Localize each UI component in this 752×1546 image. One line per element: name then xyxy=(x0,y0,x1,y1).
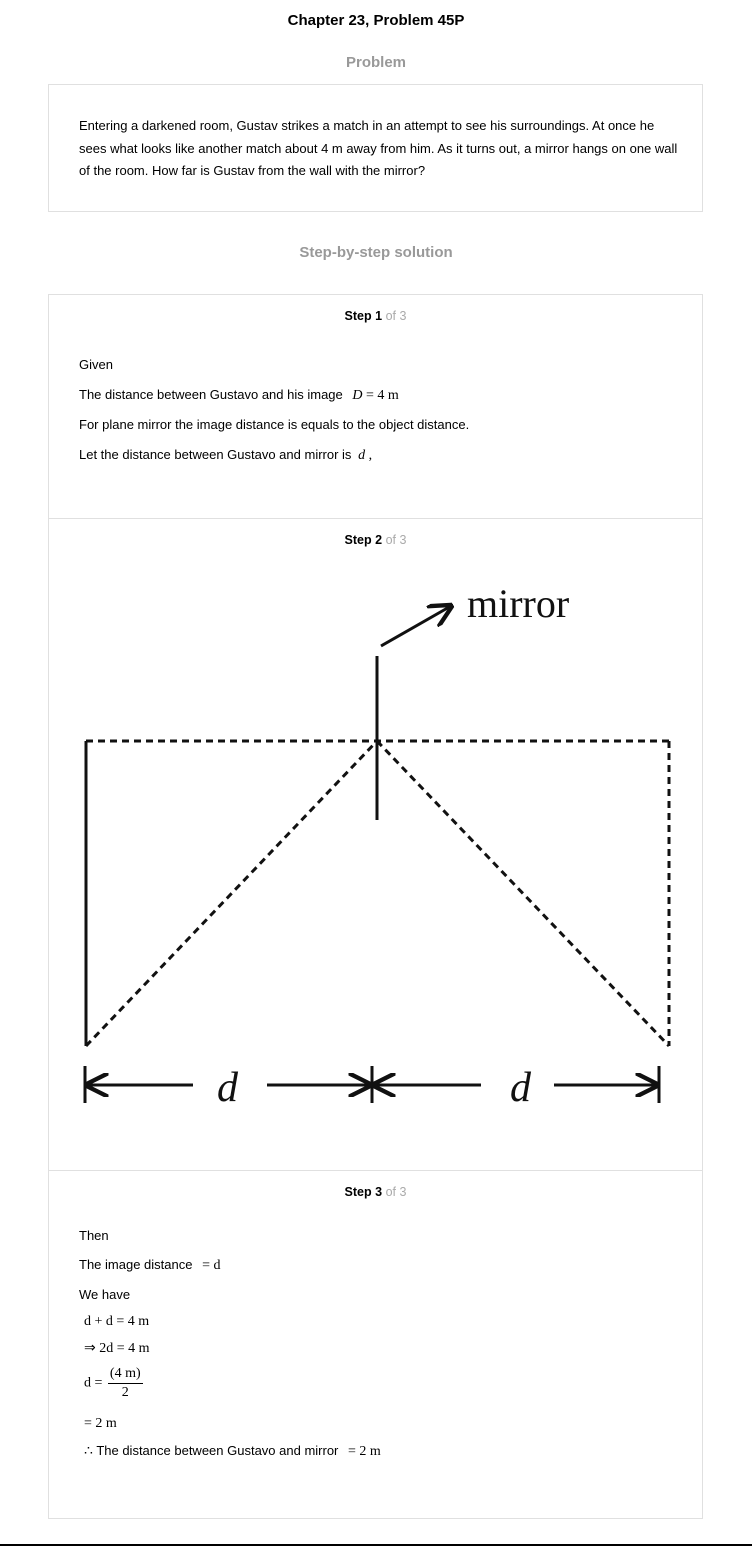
image-distance-text: The image distance xyxy=(79,1257,193,1272)
problem-heading: Problem xyxy=(345,54,406,71)
left-ray xyxy=(84,739,379,1048)
plane-mirror-text: For plane mirror the image distance is e… xyxy=(79,417,470,432)
step-2-header: Step 2 of 3 xyxy=(49,533,702,547)
of-word: of xyxy=(385,1185,396,1199)
equation-2: ⇒ 2d = 4 m xyxy=(84,1341,150,1356)
step-3: Step 3 of 3 Then The image distance = d … xyxy=(49,1170,702,1518)
problem-text: Entering a darkened room, Gustav strikes… xyxy=(79,118,678,178)
mirror-label: mirror xyxy=(467,581,569,626)
step-total: 3 xyxy=(399,309,407,323)
image-distance-eq: = d xyxy=(202,1258,221,1273)
of-word: of xyxy=(385,533,396,547)
distance-equation: D = 4 m xyxy=(352,388,399,403)
step-word: Step xyxy=(344,309,372,323)
step-word: Step xyxy=(344,1185,372,1199)
left-distance-label: d xyxy=(217,1065,239,1111)
solution-heading: Step-by-step solution xyxy=(299,244,453,261)
step-1-header: Step 1 of 3 xyxy=(49,309,702,323)
of-word: of xyxy=(385,309,396,323)
step-number: 3 xyxy=(375,1185,383,1199)
solution-steps: Step 1 of 3 Given The distance between G… xyxy=(48,294,703,1519)
image-distance-line: The image distance = d xyxy=(79,1257,220,1274)
fraction: (4 m) 2 xyxy=(107,1366,143,1400)
equation-1: d + d = 4 m xyxy=(84,1314,150,1329)
mirror-pointer-arrow xyxy=(380,606,451,648)
conclusion-eq: = 2 m xyxy=(348,1444,381,1459)
bottom-rule xyxy=(0,1544,752,1546)
distance-text: The distance between Gustavo and his ima… xyxy=(79,387,343,402)
let-text: Let the distance between Gustavo and mir… xyxy=(79,447,352,462)
equation-4: = 2 m xyxy=(84,1416,117,1431)
step-number: 1 xyxy=(375,309,383,323)
step-2: Step 2 of 3 mirror xyxy=(49,518,702,1170)
equation-3: d = (4 m) 2 xyxy=(84,1366,143,1400)
then-label: Then xyxy=(79,1228,109,1243)
conclusion-text: The distance between Gustavo and mirror xyxy=(96,1443,339,1458)
step-1: Step 1 of 3 Given The distance between G… xyxy=(49,295,702,518)
step-total: 3 xyxy=(399,533,407,547)
distance-line: The distance between Gustavo and his ima… xyxy=(79,387,399,404)
step-total: 3 xyxy=(399,1185,407,1199)
page-title: Chapter 23, Problem 45P xyxy=(287,12,465,29)
right-distance-label: d xyxy=(510,1065,532,1111)
mirror-diagram: mirror d d xyxy=(83,581,671,1111)
given-label: Given xyxy=(79,357,113,372)
right-ray xyxy=(375,739,671,1048)
let-line: Let the distance between Gustavo and mir… xyxy=(79,447,372,464)
step-3-header: Step 3 of 3 xyxy=(49,1185,702,1199)
therefore-symbol: ∴ xyxy=(84,1444,93,1459)
problem-box: Entering a darkened room, Gustav strikes… xyxy=(48,84,703,212)
conclusion-line: ∴ The distance between Gustavo and mirro… xyxy=(84,1443,381,1460)
step-word: Step xyxy=(344,533,372,547)
let-variable: d , xyxy=(358,448,373,463)
we-have-label: We have xyxy=(79,1287,131,1302)
step-number: 2 xyxy=(375,533,383,547)
